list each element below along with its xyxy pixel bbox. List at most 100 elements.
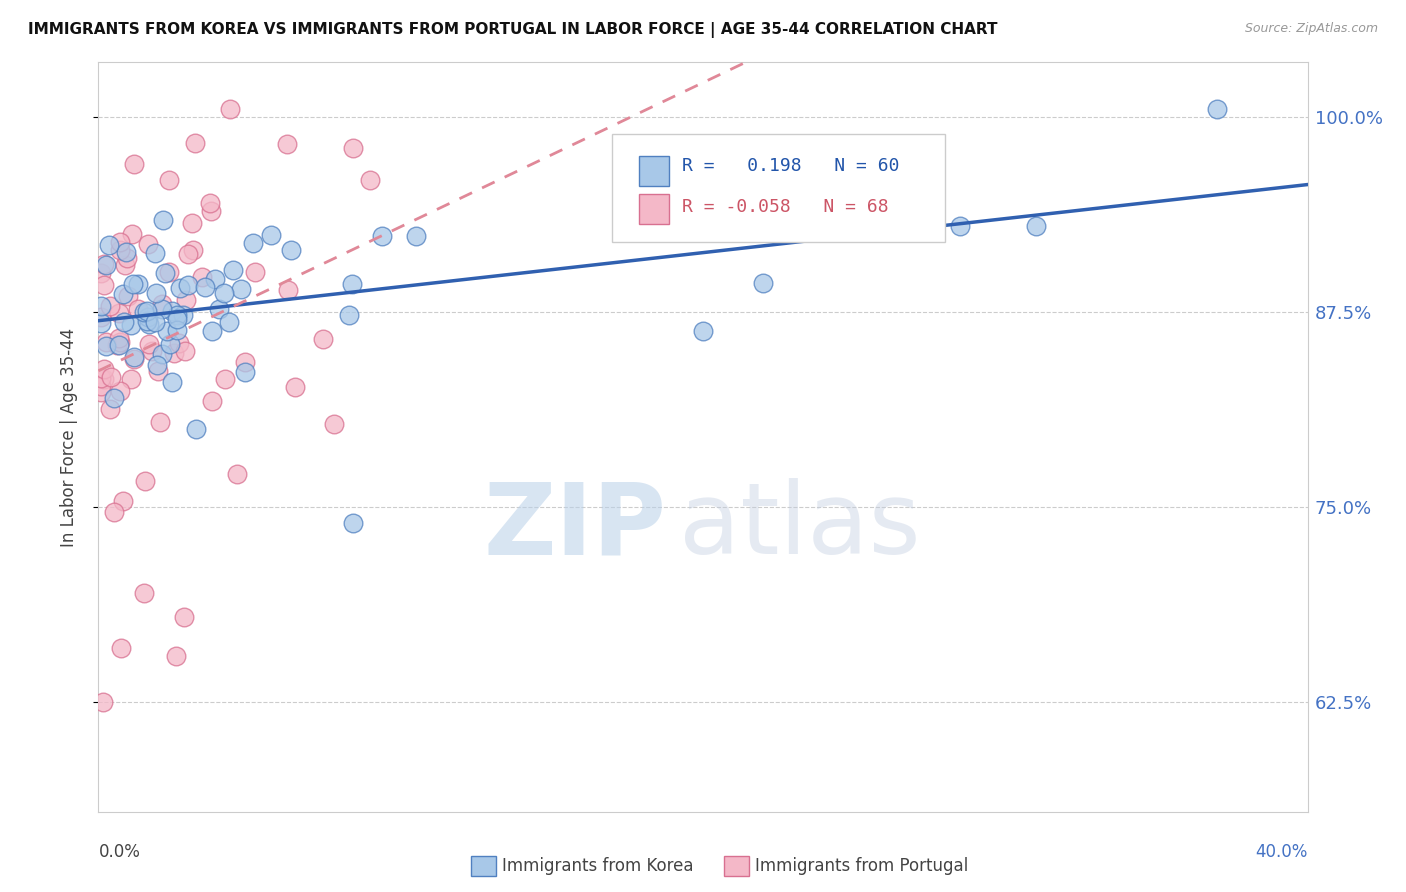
Point [359,172,381,186]
Point [98,401,121,416]
Text: 0.0%: 0.0% [98,843,141,861]
Point [181,244,204,258]
Point [342,516,364,530]
Point [208,301,231,316]
Point [136,310,159,324]
Point [160,304,183,318]
Point [124,156,146,170]
Point [145,286,167,301]
Point [141,344,163,359]
Point [136,237,159,252]
Point [337,308,360,322]
Point [103,505,125,519]
Point [121,318,143,332]
Point [100,369,122,384]
Point [136,304,159,318]
Point [105,338,128,352]
Point [157,172,180,186]
Point [103,391,125,405]
Point [177,278,200,293]
Point [93,257,115,271]
Point [96,335,118,350]
Text: R =   0.198   N = 60: R = 0.198 N = 60 [682,157,900,175]
Point [214,372,236,386]
Point [93,372,115,386]
Point [93,362,115,376]
Point [108,337,131,351]
Point [150,347,173,361]
Text: ZIP: ZIP [484,478,666,575]
Point [184,422,207,436]
Bar [638,194,669,224]
Point [174,293,197,307]
Point [90,266,112,280]
Point [949,219,972,234]
Point [184,136,207,151]
Point [112,315,135,329]
Point [110,235,132,249]
Point [218,315,240,329]
Point [1024,219,1046,234]
Point [110,640,132,655]
Point [160,375,183,389]
Point [340,277,363,291]
Point [312,332,335,346]
Point [90,310,112,325]
Point [405,229,427,244]
Point [191,269,214,284]
Text: R = -0.058   N = 68: R = -0.058 N = 68 [682,198,889,216]
Point [173,609,195,624]
Point [115,244,138,259]
Point [1206,102,1229,116]
Point [111,287,134,301]
Point [150,297,173,311]
Point [91,696,114,710]
Point [149,415,172,429]
Point [90,316,112,330]
Point [111,494,134,508]
Point [132,586,155,600]
Point [200,203,222,218]
Point [204,272,226,286]
Point [342,141,364,155]
Point [134,305,156,319]
Point [94,339,117,353]
Point [243,265,266,279]
Point [231,282,253,296]
Point [134,474,156,488]
Point [152,213,174,227]
Point [98,299,121,313]
Text: Immigrants from Portugal: Immigrants from Portugal [755,857,969,875]
Text: atlas: atlas [679,478,921,575]
Point [120,371,142,385]
Point [752,276,775,290]
Point [121,277,143,291]
Point [280,243,302,257]
Point [276,136,298,151]
Point [135,314,157,328]
Point [148,363,170,377]
Point [127,277,149,291]
Point [143,315,166,329]
Point [242,235,264,250]
Point [166,311,188,326]
Point [162,346,184,360]
Point [108,306,131,320]
Point [284,379,307,393]
Point [233,366,256,380]
Bar [638,156,669,186]
Point [235,355,257,369]
Point [90,378,112,392]
Point [169,280,191,294]
Point [117,288,139,302]
Point [177,247,200,261]
Text: Immigrants from Korea: Immigrants from Korea [502,857,693,875]
Point [114,258,136,272]
Point [173,344,195,359]
Point [90,299,112,313]
Point [143,246,166,260]
Point [93,278,115,293]
Point [214,285,236,300]
Point [201,394,224,409]
Point [108,244,131,258]
